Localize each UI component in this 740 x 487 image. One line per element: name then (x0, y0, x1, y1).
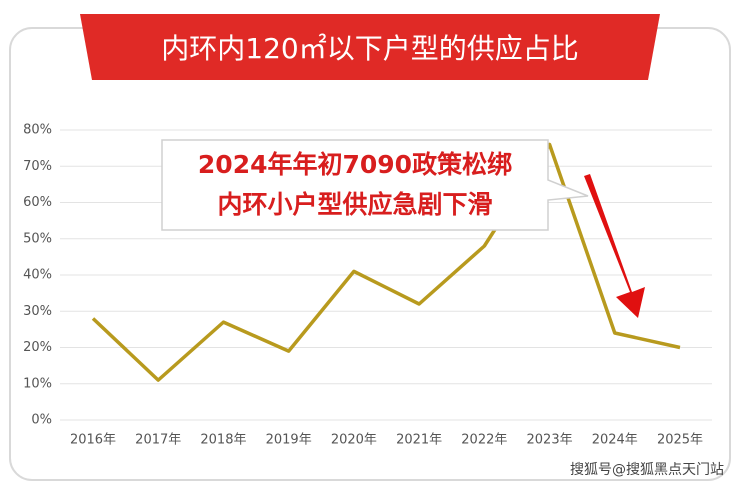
x-tick-label: 2021年 (396, 433, 442, 448)
y-tick-label: 20% (23, 340, 52, 355)
annotation: 2024年年初7090政策松绑 (198, 150, 512, 179)
x-tick-label: 2025年 (657, 433, 703, 448)
y-tick-label: 50% (23, 231, 52, 246)
y-tick-label: 30% (23, 304, 52, 319)
y-tick-label: 40% (23, 268, 52, 283)
y-tick-label: 10% (23, 376, 52, 391)
plot: 0% 10% 20% 30% 40% 50% 60% 70% 80% 2016年 2017年 2018… (23, 123, 712, 448)
annotation-box (161, 139, 589, 231)
x-tick-label: 2018年 (200, 433, 246, 448)
x-tick-label: 2020年 (331, 433, 377, 448)
y-tick-label: 80% (23, 123, 52, 138)
card (9, 27, 731, 481)
y-tick-label: 70% (23, 159, 52, 174)
x-tick-label: 2019年 (266, 433, 312, 448)
y-tick-label: 60% (23, 195, 52, 210)
watermark: 搜狐号@搜狐黑点天门站 (570, 462, 724, 478)
x-tick-label: 2022年 (461, 433, 507, 448)
x-tick-label: 2016年 (70, 433, 116, 448)
chart-title: 内环内120㎡以下户型的供应占比 (161, 32, 578, 65)
x-tick-label: 2017年 (135, 433, 181, 448)
x-tick-label: 2024年 (592, 433, 638, 448)
annotation: 内环小户型供应急剧下滑 (217, 190, 492, 219)
x-tick-label: 2023年 (527, 433, 573, 448)
title-banner (80, 14, 660, 80)
line (91, 142, 681, 382)
y-tick-label: 0% (31, 413, 52, 428)
arrow (584, 174, 645, 318)
